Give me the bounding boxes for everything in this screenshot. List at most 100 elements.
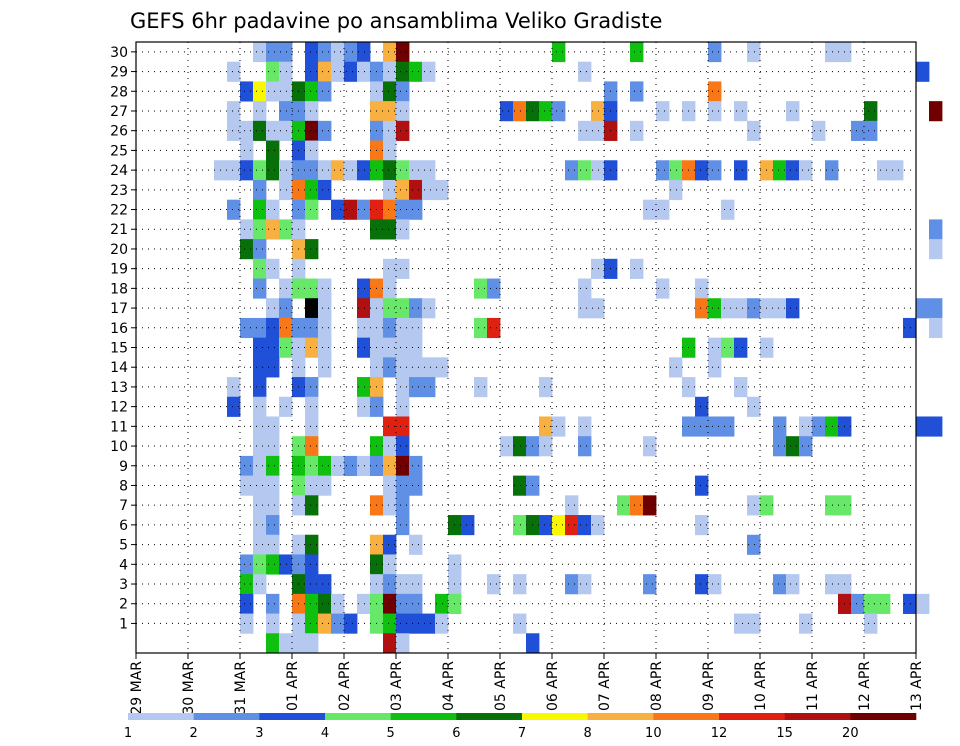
heatmap-cell <box>695 298 709 319</box>
heatmap-cell <box>695 278 709 299</box>
heatmap-cell <box>227 120 241 141</box>
heatmap-cell <box>305 101 319 122</box>
heatmap-cell <box>305 593 319 614</box>
heatmap-cell <box>318 337 332 358</box>
heatmap-cell <box>812 120 826 141</box>
x-tick-label: 29 MAR <box>129 661 145 715</box>
heatmap-cell <box>240 140 254 161</box>
y-tick-label: 30 <box>110 45 128 61</box>
heatmap-cell <box>279 160 293 181</box>
heatmap-cell <box>383 613 397 634</box>
heatmap-cell <box>708 357 722 378</box>
heatmap-cell <box>669 357 683 378</box>
legend-label: 5 <box>387 726 395 741</box>
heatmap-cell <box>331 61 345 82</box>
heatmap-cell <box>903 317 917 339</box>
heatmap-cell <box>305 199 319 220</box>
heatmap-cell <box>461 515 475 536</box>
x-tick-label: 02 APR <box>337 661 353 711</box>
heatmap-cell <box>734 101 748 122</box>
heatmap-cell <box>331 455 345 477</box>
grid-lines <box>136 42 916 653</box>
heatmap-cell <box>357 278 371 299</box>
heatmap-cell <box>240 160 254 181</box>
heatmap-cell <box>383 495 397 516</box>
heatmap-cell <box>656 278 670 299</box>
heatmap-cell <box>305 633 319 654</box>
heatmap-cell <box>409 298 423 319</box>
heatmap-cell <box>266 42 280 63</box>
heatmap-cell <box>513 515 527 536</box>
heatmap-cell <box>422 377 436 398</box>
heatmap-cell <box>409 613 423 634</box>
heatmap-cell <box>357 199 371 220</box>
heatmap-cell <box>253 377 267 398</box>
heatmap-cell <box>318 593 332 614</box>
heatmap-cell <box>708 574 722 595</box>
heatmap-cell <box>279 120 293 141</box>
heatmap-cell <box>266 140 280 161</box>
heatmap-cell <box>864 613 878 634</box>
heatmap-cell <box>396 574 410 595</box>
legend-swatch <box>653 713 720 720</box>
heatmap-cell <box>331 593 345 614</box>
heatmap-cell <box>383 160 397 181</box>
heatmap-cell <box>695 574 709 595</box>
heatmap-cell <box>656 101 670 122</box>
heatmap-cell <box>916 416 930 437</box>
heatmap-cell <box>578 436 592 457</box>
heatmap-cell <box>630 81 644 102</box>
heatmap-cell <box>253 515 267 536</box>
heatmap-cell <box>591 298 605 319</box>
heatmap-cell <box>305 160 319 181</box>
heatmap-cell <box>279 554 293 575</box>
heatmap-cell <box>786 436 800 457</box>
heatmap-cell <box>383 258 397 279</box>
heatmap-cell <box>396 377 410 398</box>
heatmap-cell <box>240 455 254 477</box>
heatmap-cell <box>929 317 943 339</box>
heatmap-cell <box>578 515 592 536</box>
heatmap-cell <box>383 436 397 457</box>
heatmap-cell <box>240 613 254 634</box>
heatmap-cell <box>409 199 423 220</box>
heatmap-cell <box>253 357 267 378</box>
heatmap-cell <box>396 515 410 536</box>
heatmap-cell <box>409 160 423 181</box>
legend-label: 12 <box>711 726 728 741</box>
x-tick-label: 10 APR <box>753 661 769 711</box>
heatmap-cell <box>383 42 397 63</box>
heatmap-cell <box>578 61 592 82</box>
heatmap-cell <box>617 495 631 516</box>
heatmap-cell <box>253 239 267 260</box>
heatmap-cell <box>279 61 293 82</box>
heatmap-cell <box>539 101 553 122</box>
heatmap-cell <box>279 317 293 339</box>
heatmap-cell <box>396 396 410 417</box>
heatmap-cell <box>396 436 410 457</box>
heatmap-cell <box>305 495 319 516</box>
y-tick-label: 8 <box>119 478 128 494</box>
y-tick-label: 25 <box>110 143 128 159</box>
heatmap-cell <box>539 377 553 398</box>
heatmap-cell <box>708 337 722 358</box>
y-tick-label: 29 <box>110 65 128 81</box>
heatmap-cell <box>539 515 553 536</box>
heatmap-cell <box>266 199 280 220</box>
heatmap-cell <box>266 436 280 457</box>
y-tick-label: 10 <box>110 439 128 455</box>
legend-label: 4 <box>321 726 329 741</box>
heatmap-cell <box>266 554 280 575</box>
heatmap-cell <box>227 396 241 417</box>
heatmap-cell <box>513 574 527 595</box>
heatmap-cell <box>383 554 397 575</box>
heatmap-cell <box>799 613 813 634</box>
heatmap-cell <box>552 515 566 536</box>
legend-label: 2 <box>190 726 198 741</box>
heatmap-cell <box>786 101 800 122</box>
heatmap-cell <box>357 61 371 82</box>
heatmap-cell <box>305 337 319 358</box>
heatmap-cell <box>396 337 410 358</box>
heatmap-cell <box>396 42 410 63</box>
heatmap-cell <box>383 593 397 614</box>
